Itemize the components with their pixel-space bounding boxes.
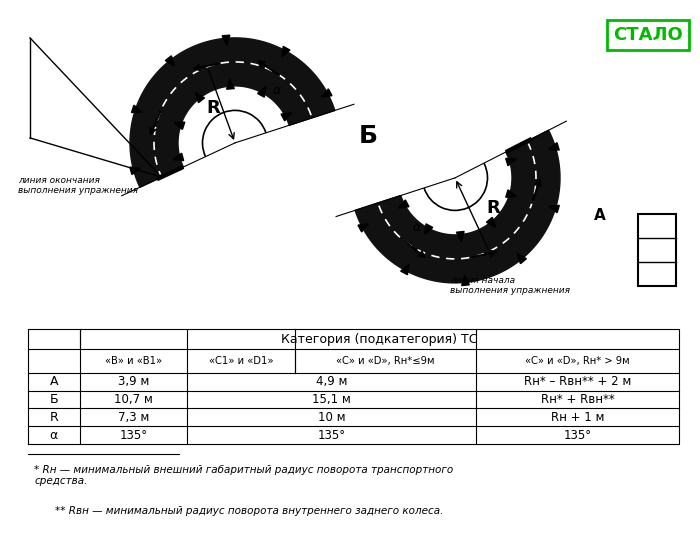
Text: Rн* + Rвн**: Rн* + Rвн** [541,393,615,406]
Polygon shape [227,79,235,89]
Polygon shape [549,143,559,150]
Text: ** Rвн — минимальный радиус поворота внутреннего заднего колеса.: ** Rвн — минимальный радиус поворота вну… [55,506,443,516]
Text: 7,3 м: 7,3 м [118,411,149,424]
Text: 10 м: 10 м [318,411,346,424]
Text: R: R [49,411,58,424]
Polygon shape [506,190,517,197]
Text: А: А [50,375,58,388]
Polygon shape [321,89,332,97]
Text: Б: Б [358,124,377,148]
Text: R: R [486,199,500,217]
Polygon shape [398,200,409,208]
Polygon shape [425,224,433,235]
Text: 135°: 135° [564,429,592,442]
Text: Б: Б [50,393,58,406]
Polygon shape [281,113,291,121]
Polygon shape [486,217,496,228]
Polygon shape [462,276,470,286]
Polygon shape [400,264,409,274]
Text: * Rн — минимальный внешний габаритный радиус поворота транспортного
средства.: * Rн — минимальный внешний габаритный ра… [34,465,454,486]
Polygon shape [130,38,335,187]
Polygon shape [505,158,516,166]
Text: «C1» и «D1»: «C1» и «D1» [209,356,273,366]
Text: СТАЛО: СТАЛО [613,26,683,44]
Text: линия окончания
выполнения упражнения: линия окончания выполнения упражнения [18,176,138,195]
Polygon shape [222,35,230,45]
Polygon shape [355,130,560,283]
Text: 10,7 м: 10,7 м [114,393,153,406]
Text: 135°: 135° [120,429,148,442]
Text: 4,9 м: 4,9 м [316,375,347,388]
Polygon shape [174,122,185,130]
Polygon shape [132,105,142,112]
Text: 135°: 135° [318,429,346,442]
Text: «B» и «B1»: «B» и «B1» [105,356,162,366]
Polygon shape [282,46,290,57]
Text: 3,9 м: 3,9 м [118,375,149,388]
Text: Категория (подкатегория) ТС: Категория (подкатегория) ТС [281,333,478,346]
Text: А: А [594,208,606,223]
Text: 15,1 м: 15,1 м [312,393,351,406]
Polygon shape [549,205,559,213]
Text: α: α [273,84,281,98]
Polygon shape [456,231,464,241]
Text: R: R [206,99,220,117]
Polygon shape [258,87,265,97]
Polygon shape [517,254,526,264]
Text: Rн + 1 м: Rн + 1 м [551,411,604,424]
Text: α: α [50,429,58,442]
Polygon shape [358,224,368,232]
Text: α: α [413,221,421,235]
Polygon shape [130,167,140,174]
Text: «C» и «D», Rн* > 9м: «C» и «D», Rн* > 9м [526,356,630,366]
Text: «C» и «D», Rн*≤9м: «C» и «D», Rн*≤9м [336,356,435,366]
Bar [638,214,676,286]
Polygon shape [173,153,183,160]
Text: Rн* – Rвн** + 2 м: Rн* – Rвн** + 2 м [524,375,631,388]
Polygon shape [195,93,204,103]
Polygon shape [165,56,174,66]
Text: линия начала
выполнения упражнения: линия начала выполнения упражнения [450,276,570,295]
